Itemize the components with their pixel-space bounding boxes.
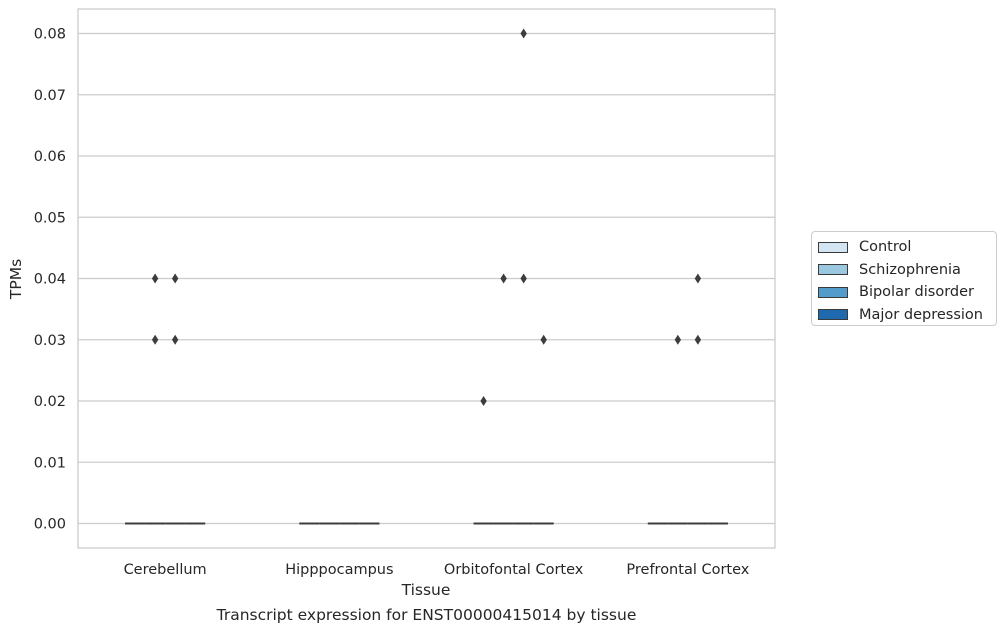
x-tick-label: Cerebellum: [124, 562, 207, 578]
legend-item: Schizophrenia: [818, 259, 996, 282]
legend-swatch: [818, 264, 848, 276]
outlier-point: [674, 334, 682, 345]
legend-swatch: [818, 309, 848, 321]
x-axis-label: Tissue: [401, 581, 451, 599]
plot-area-frame: [77, 8, 776, 549]
y-tick-label: 0.00: [34, 517, 66, 533]
legend-swatch: [818, 286, 848, 298]
y-axis-label: TPMs: [7, 259, 25, 300]
outlier-point: [480, 396, 487, 406]
outlier-point: [520, 28, 527, 39]
y-tick-label: 0.05: [34, 210, 66, 226]
legend-label: Bipolar disorder: [859, 284, 974, 301]
legend-label: Major depression: [859, 306, 983, 323]
y-tick-label: 0.07: [34, 88, 66, 104]
legend: Control Schizophrenia Bipolar disorder Majo…: [811, 231, 997, 326]
y-tick-label: 0.02: [34, 394, 66, 410]
outlier-point: [520, 273, 527, 284]
y-tick-label: 0.08: [34, 27, 66, 43]
outlier-point: [540, 334, 547, 345]
x-axis-ticks: Cerebellum Hipppocampus Orbitofontal Corte…: [124, 562, 750, 578]
grid-lines: [78, 32, 775, 525]
y-tick-label: 0.03: [34, 333, 66, 349]
legend-item: Control: [818, 236, 996, 259]
y-tick-label: 0.01: [34, 455, 66, 471]
outlier-points: [151, 28, 702, 406]
outlier-point: [151, 273, 159, 284]
outlier-point: [694, 334, 702, 345]
y-tick-label: 0.06: [34, 149, 66, 165]
legend-label: Control: [859, 239, 912, 256]
y-axis-ticks: 0.00 0.01 0.02 0.03 0.04 0.05 0.06 0.07 0.08: [34, 27, 66, 533]
legend-swatch: [818, 241, 848, 253]
outlier-point: [171, 334, 179, 345]
legend-item: Bipolar disorder: [818, 281, 996, 304]
outlier-point: [171, 273, 179, 284]
outlier-point: [694, 273, 702, 284]
outlier-point: [151, 334, 159, 345]
legend-label: Schizophrenia: [859, 261, 961, 278]
x-tick-label: Hipppocampus: [285, 562, 393, 578]
x-tick-label: Orbitofontal Cortex: [444, 562, 584, 578]
y-tick-label: 0.04: [34, 272, 66, 288]
chart-caption: Transcript expression for ENST0000041501…: [216, 606, 637, 624]
outlier-point: [500, 273, 507, 284]
legend-item: Major depression: [818, 304, 996, 327]
x-tick-label: Prefrontal Cortex: [626, 562, 749, 578]
